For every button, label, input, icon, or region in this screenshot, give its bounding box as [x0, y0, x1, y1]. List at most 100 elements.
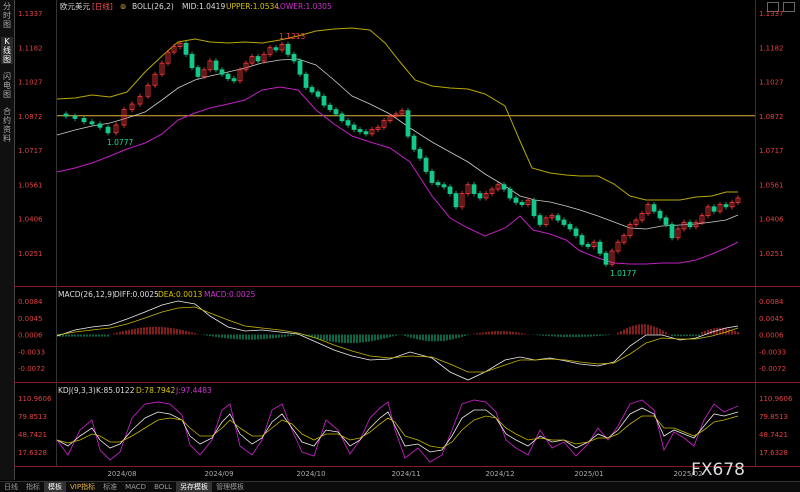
x-tick-label: 2024/08 [107, 470, 136, 478]
left-sidebar: 分时图 K线图闪电图合约资料 [0, 0, 15, 480]
candle-up [489, 188, 495, 194]
y-tick-right: -0.0072 [759, 365, 786, 373]
candle-down [561, 219, 567, 225]
y-tick-right: -0.0033 [759, 348, 786, 356]
candle-up [171, 46, 177, 53]
chart-area[interactable]: 欧元美元 [日线] ⊚ BOLL(26,2) MID:1.0419 UPPER:… [0, 0, 800, 481]
sidebar-item-1[interactable]: K线图 [1, 37, 13, 64]
y-tick-right: 1.1027 [759, 79, 784, 87]
toolbar-tab-1[interactable]: 指标 [26, 483, 40, 491]
symbol-label: 欧元美元 [60, 1, 90, 11]
y-tick-left: 0.0084 [18, 298, 43, 306]
candle-up [145, 84, 151, 97]
candle-down [501, 184, 507, 190]
candle-up [549, 215, 555, 219]
candle-down [105, 126, 111, 134]
y-tick-right: 1.0561 [759, 181, 784, 189]
candle-down [189, 53, 195, 68]
kdj-title: KDJ(9,3,3) [58, 386, 96, 395]
candle-down [339, 113, 345, 122]
candle-down [333, 109, 339, 115]
period-tag: [日线] [92, 1, 113, 11]
y-tick-right: 48.7421 [759, 431, 788, 439]
toolbar-tab-7[interactable]: 另存模板 [176, 482, 213, 492]
candle-down [291, 53, 297, 62]
candle-down [441, 184, 447, 188]
candle-down [657, 210, 663, 219]
candle-down [555, 215, 561, 221]
candle-down [89, 121, 95, 125]
y-tick-left: 1.0406 [18, 216, 43, 224]
candle-up [609, 250, 615, 265]
candle-up [381, 120, 387, 128]
bottom-toolbar: 日线 指标 模板 VIP指标 标准 MACD BOLL 另存模板 管理模板 [0, 481, 800, 492]
candle-up [387, 115, 393, 122]
sidebar-item-2[interactable]: 闪电图 [3, 72, 11, 99]
kdj-j-line [56, 399, 739, 463]
y-tick-left: 0.0006 [18, 332, 43, 340]
candle-down [651, 204, 657, 212]
candle-down [423, 157, 429, 172]
y-tick-left: 48.7421 [18, 431, 47, 439]
candle-up [699, 215, 705, 223]
candle-down [285, 43, 291, 55]
candle-up [249, 56, 255, 64]
candle-down [513, 197, 519, 203]
macd-dea-line [56, 306, 739, 373]
toolbar-tab-4[interactable]: 标准 [103, 483, 118, 491]
toolbar-tab-0[interactable]: 日线 [4, 483, 18, 491]
candle-down [297, 60, 303, 75]
window-restore-icon[interactable] [767, 2, 779, 12]
y-tick-left: 1.0561 [18, 181, 43, 189]
candle-down [183, 42, 189, 55]
candle-up [525, 199, 531, 206]
y-tick-right: 17.6328 [759, 449, 788, 457]
sidebar-item-0[interactable]: 分时图 [3, 2, 11, 29]
kdj-k-line [56, 407, 739, 453]
candle-up [393, 113, 399, 117]
toolbar-tab-2[interactable]: 模板 [44, 482, 66, 492]
candle-down [63, 113, 69, 117]
candle-down [687, 221, 693, 228]
y-tick-left: 17.6328 [18, 449, 47, 457]
kdj-k-label: K:85.0122 [96, 386, 135, 395]
candle-down [225, 73, 231, 80]
window-maximize-icon[interactable] [783, 2, 795, 12]
y-tick-right: 79.8513 [759, 413, 788, 421]
candle-down [327, 104, 333, 110]
y-tick-right: 1.0251 [759, 250, 784, 258]
candle-up [399, 110, 405, 115]
candle-down [255, 56, 261, 62]
candle-up [621, 235, 627, 243]
y-tick-right: 1.0717 [759, 147, 784, 155]
candle-down [411, 135, 417, 150]
settings-icon: ⊚ [120, 2, 126, 11]
candle-up [237, 69, 243, 82]
candle-up [369, 129, 375, 135]
candle-up [177, 42, 183, 47]
candle-down [477, 193, 483, 199]
candle-up [591, 241, 597, 247]
candle-down [405, 110, 411, 137]
high-annotation: 1.1213 [279, 32, 305, 41]
candle-up [261, 53, 267, 62]
candle-up [645, 204, 651, 214]
macd-value-label: MACD:0.0025 [204, 290, 255, 299]
toolbar-tab-3[interactable]: VIP指标 [70, 483, 96, 491]
candle-down [579, 235, 585, 245]
candle-up [279, 43, 285, 51]
boll-lower-label: LOWER:1.0305 [276, 2, 332, 11]
candle-up [717, 204, 723, 212]
y-tick-left: 0.0045 [18, 315, 43, 323]
candle-down [537, 215, 543, 225]
toolbar-tab-6[interactable]: BOLL [154, 483, 173, 491]
y-tick-left: 1.0251 [18, 250, 43, 258]
x-tick-label: 2025/01 [574, 470, 603, 478]
sidebar-item-3[interactable]: 合约资料 [3, 107, 11, 143]
candle-down [351, 124, 357, 130]
candle-down [195, 67, 201, 77]
toolbar-tab-8[interactable]: 管理模板 [216, 483, 245, 491]
watermark-logo: FX678 [691, 460, 745, 480]
toolbar-tab-5[interactable]: MACD [125, 483, 147, 491]
kdj-j-label: J:97.4483 [175, 386, 212, 395]
